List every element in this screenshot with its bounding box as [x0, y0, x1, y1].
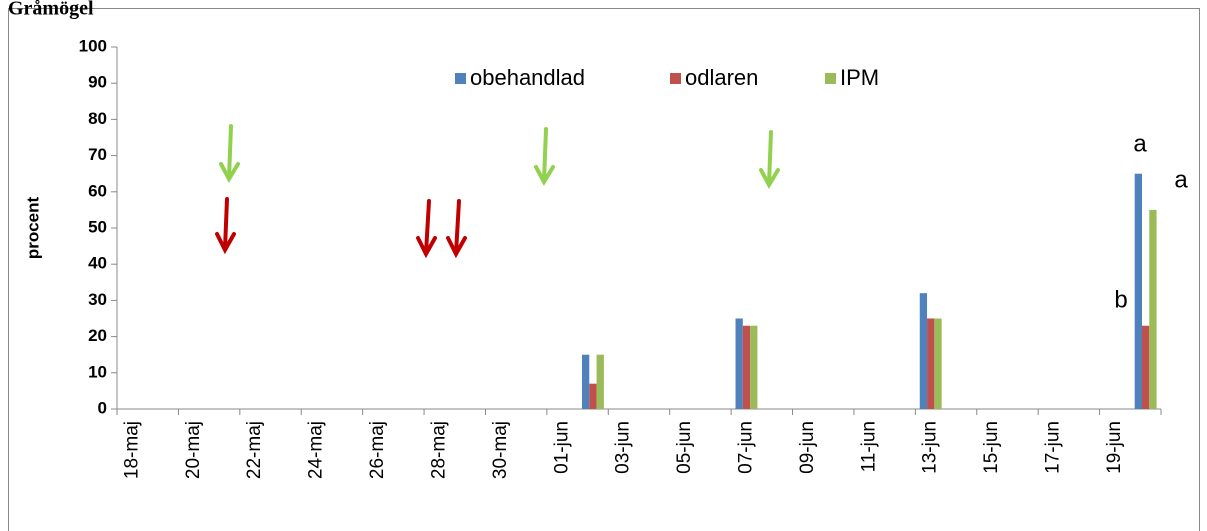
x-tick-label: 30-maj — [490, 421, 511, 479]
y-tick-label: 70 — [88, 145, 107, 164]
legend-swatch — [825, 73, 836, 84]
annotation: a — [1174, 166, 1188, 193]
x-tick-label: 20-maj — [183, 421, 204, 479]
green-arrow — [759, 130, 780, 190]
y-tick-label: 10 — [88, 362, 107, 381]
y-tick-label: 80 — [88, 109, 107, 128]
bar — [589, 383, 597, 409]
bar — [1149, 209, 1157, 409]
x-tick-label: 26-maj — [367, 421, 388, 479]
y-tick-label: 50 — [88, 217, 107, 236]
bar — [581, 354, 590, 409]
x-tick-label: 05-jun — [674, 421, 695, 474]
arrows — [215, 124, 780, 259]
x-tick-label: 18-maj — [121, 421, 142, 479]
x-tick-label: 01-jun — [551, 421, 572, 474]
x-tick-label: 15-jun — [981, 421, 1002, 474]
x-tick-label: 28-maj — [428, 421, 449, 479]
legend-label: obehandlad — [470, 65, 585, 90]
x-tick-label: 19-jun — [1104, 421, 1125, 474]
bar — [934, 318, 942, 409]
x-tick-label: 11-jun — [858, 421, 879, 472]
x-tick-label: 09-jun — [797, 421, 818, 474]
x-tick-label: 07-jun — [735, 421, 756, 474]
bar — [596, 354, 604, 409]
y-tick-label: 20 — [88, 326, 107, 345]
x-tick-label: 22-maj — [244, 421, 265, 479]
legend-label: IPM — [840, 65, 879, 90]
red-arrow — [215, 197, 236, 255]
y-tick-label: 90 — [88, 73, 107, 92]
y-tick-label: 0 — [98, 398, 107, 417]
x-tick-label: 24-maj — [306, 421, 327, 479]
bar — [1134, 173, 1142, 409]
red-arrow — [416, 199, 437, 259]
bar — [742, 325, 751, 409]
annotation: b — [1114, 286, 1127, 313]
bar — [927, 318, 935, 409]
red-arrow — [446, 199, 467, 259]
chart-title: Gråmögel — [8, 0, 94, 20]
y-axis-label: procent — [23, 196, 42, 259]
x-tick-label: 13-jun — [920, 421, 941, 474]
bar — [919, 293, 928, 409]
legend-label: odlaren — [685, 65, 758, 90]
green-arrow — [534, 127, 555, 187]
y-tick-label: 60 — [88, 181, 107, 200]
x-tick-label: 03-jun — [613, 421, 634, 474]
chart-border — [8, 8, 1200, 531]
green-arrow — [219, 124, 240, 184]
y-tick-label: 100 — [79, 36, 107, 55]
legend-swatch — [670, 73, 681, 84]
bar — [1141, 325, 1150, 409]
bar — [735, 318, 743, 409]
y-tick-label: 30 — [88, 290, 107, 309]
y-tick-label: 40 — [88, 254, 107, 273]
x-tick-label: 17-jun — [1043, 421, 1064, 474]
legend-swatch — [455, 73, 466, 84]
annotation: a — [1133, 130, 1147, 157]
bar — [750, 325, 758, 409]
